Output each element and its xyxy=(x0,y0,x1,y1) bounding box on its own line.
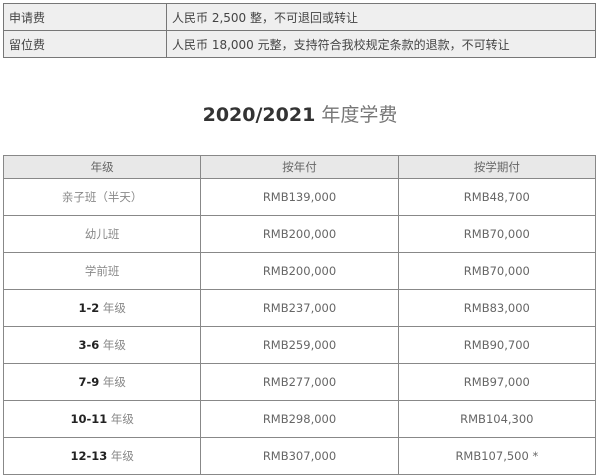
annual-fee: RMB139,000 xyxy=(200,178,399,216)
term-fee: RMB70,000 xyxy=(397,252,597,290)
grade-cell: 12-13 年级 xyxy=(2,437,202,475)
table-row: 学前班 RMB200,000 RMB70,000 xyxy=(2,252,597,290)
grade-label: 年级 xyxy=(110,449,134,463)
grade-label: 年级 xyxy=(110,412,134,426)
term-fee: RMB97,000 xyxy=(397,363,597,401)
fee-row: 留位费 人民币 18,000 元整，支持符合我校规定条款的退款，不可转让 xyxy=(3,30,596,58)
fees-table: 申请费 人民币 2,500 整，不可退回或转让 留位费 人民币 18,000 元… xyxy=(3,3,596,58)
grade-cell: 10-11 年级 xyxy=(2,400,202,438)
table-row: 10-11 年级 RMB298,000 RMB104,300 xyxy=(2,400,597,438)
annual-fee: RMB307,000 xyxy=(200,437,399,475)
table-row: 亲子班（半天） RMB139,000 RMB48,700 xyxy=(2,178,597,216)
grade-number: 3-6 xyxy=(78,338,100,352)
title-year: 2020/2021 xyxy=(202,104,316,126)
term-fee: RMB90,700 xyxy=(397,326,597,364)
grade-label: 年级 xyxy=(102,301,126,315)
term-fee: RMB104,300 xyxy=(397,400,597,438)
table-row: 3-6 年级 RMB259,000 RMB90,700 xyxy=(2,326,597,364)
grade-label: 学前班 xyxy=(84,264,120,278)
grade-label: 幼儿班 xyxy=(84,227,120,241)
fee-row: 申请费 人民币 2,500 整，不可退回或转让 xyxy=(3,3,596,31)
header-term: 按学期付 xyxy=(397,155,597,179)
grade-number: 10-11 xyxy=(70,412,108,426)
table-row: 幼儿班 RMB200,000 RMB70,000 xyxy=(2,215,597,253)
header-grade: 年级 xyxy=(2,155,202,179)
table-row: 12-13 年级 RMB307,000 RMB107,500 * xyxy=(2,437,597,475)
annual-fee: RMB200,000 xyxy=(200,215,399,253)
tuition-table: 年级 按年付 按学期付 亲子班（半天） RMB139,000 RMB48,700… xyxy=(2,155,597,475)
header-annual: 按年付 xyxy=(200,155,399,179)
grade-number: 7-9 xyxy=(78,375,100,389)
table-row: 1-2 年级 RMB237,000 RMB83,000 xyxy=(2,289,597,327)
grade-cell: 幼儿班 xyxy=(2,215,202,253)
term-fee: RMB107,500 * xyxy=(397,437,597,475)
annual-fee: RMB277,000 xyxy=(200,363,399,401)
grade-number: 12-13 xyxy=(70,449,108,463)
grade-label: 亲子班（半天） xyxy=(61,190,143,204)
fee-value: 人民币 2,500 整，不可退回或转让 xyxy=(166,3,596,31)
fee-label: 申请费 xyxy=(3,3,167,31)
grade-cell: 7-9 年级 xyxy=(2,363,202,401)
grade-cell: 1-2 年级 xyxy=(2,289,202,327)
annual-fee: RMB298,000 xyxy=(200,400,399,438)
section-title: 2020/2021 年度学费 xyxy=(0,100,600,127)
annual-fee: RMB237,000 xyxy=(200,289,399,327)
grade-cell: 3-6 年级 xyxy=(2,326,202,364)
grade-cell: 学前班 xyxy=(2,252,202,290)
title-text: 年度学费 xyxy=(321,104,398,126)
annual-fee: RMB200,000 xyxy=(200,252,399,290)
annual-fee: RMB259,000 xyxy=(200,326,399,364)
table-header: 年级 按年付 按学期付 xyxy=(2,155,597,179)
term-fee: RMB83,000 xyxy=(397,289,597,327)
fee-label: 留位费 xyxy=(3,30,167,58)
grade-label: 年级 xyxy=(102,375,126,389)
term-fee: RMB70,000 xyxy=(397,215,597,253)
term-fee: RMB48,700 xyxy=(397,178,597,216)
grade-cell: 亲子班（半天） xyxy=(2,178,202,216)
grade-number: 1-2 xyxy=(78,301,100,315)
fee-value: 人民币 18,000 元整，支持符合我校规定条款的退款，不可转让 xyxy=(166,30,596,58)
table-row: 7-9 年级 RMB277,000 RMB97,000 xyxy=(2,363,597,401)
grade-label: 年级 xyxy=(102,338,126,352)
